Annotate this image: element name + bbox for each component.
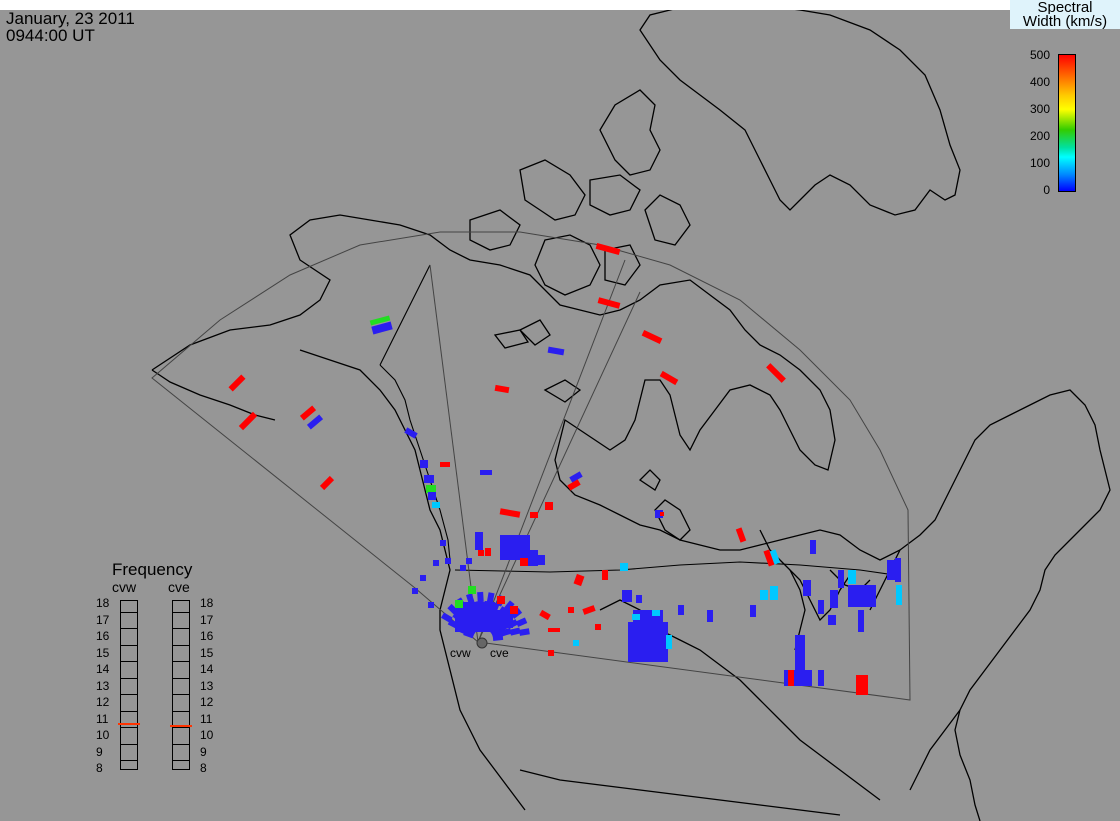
frequency-grid-line [120, 628, 138, 629]
frequency-scale-left: 14 [96, 662, 110, 676]
colorbar-tick: 100 [1029, 156, 1050, 170]
frequency-grid-line [172, 710, 190, 712]
frequency-cvw-box [120, 600, 138, 770]
date-label: January, 23 2011 [6, 9, 135, 28]
frequency-grid-line [120, 694, 138, 695]
radar-site [476, 637, 488, 649]
frequency-scale-left: 8 [96, 761, 103, 775]
frequency-scale-left: 13 [96, 678, 110, 693]
frequency-grid-line [172, 611, 190, 613]
colorbar-tick: 0 [1043, 183, 1050, 197]
frequency-scale-left: 12 [96, 695, 110, 709]
frequency-scale-right: 11 [200, 711, 213, 726]
frequency-grid-line [120, 710, 138, 712]
frequency-scale-right: 14 [200, 662, 214, 676]
frequency-cve-label: cve [168, 579, 190, 595]
colorbar-tick: 400 [1029, 75, 1050, 89]
frequency-scale-left: 9 [96, 744, 103, 759]
frequency-cvw-marker [118, 723, 140, 726]
radar-west-label: cvw [450, 646, 471, 660]
time-label: 0944:00 UT [6, 26, 95, 45]
frequency-grid-line [172, 644, 190, 646]
frequency-grid-line [120, 743, 138, 745]
map-svg [151, 10, 1111, 821]
frequency-grid-line [172, 760, 190, 761]
frequency-grid-line [120, 661, 138, 662]
frequency-grid-line [120, 760, 138, 761]
frequency-grid-line [120, 727, 138, 728]
colorbar-tick: 300 [1029, 102, 1050, 116]
frequency-scale-right: 16 [200, 629, 214, 643]
frequency-scale-left: 11 [96, 711, 109, 726]
frequency-grid-line [172, 661, 190, 662]
borders [379, 264, 896, 576]
echo-layer [228, 242, 902, 695]
colorbar-title-line1: Spectral [1010, 0, 1120, 15]
frequency-scale-right: 17 [200, 612, 214, 627]
frequency-scale-left: 15 [96, 645, 110, 660]
colorbar-tick: 500 [1029, 48, 1050, 62]
colorbar-title-line2: Width (km/s) [1010, 14, 1120, 29]
fov-outline [151, 231, 911, 701]
frequency-scale-right: 10 [200, 728, 214, 742]
frequency-scale-right: 15 [200, 645, 214, 660]
frequency-scale-right: 18 [200, 596, 214, 610]
frequency-grid-line [120, 611, 138, 613]
frequency-cve-marker [170, 725, 192, 728]
frequency-grid-line [172, 694, 190, 695]
colorbar [1058, 54, 1076, 192]
frequency-grid-line [120, 677, 138, 679]
frequency-cve-box [172, 600, 190, 770]
frequency-scale-left: 16 [96, 629, 110, 643]
frequency-scale-right: 8 [200, 761, 207, 775]
frequency-scale-right: 13 [200, 678, 214, 693]
frequency-grid-line [172, 677, 190, 679]
frequency-scale-left: 10 [96, 728, 110, 742]
frequency-grid-line [172, 628, 190, 629]
frequency-title: Frequency [112, 560, 193, 579]
frequency-grid-line [172, 743, 190, 745]
frequency-grid-line [172, 727, 190, 728]
frequency-grid-line [120, 644, 138, 646]
coastlines [151, 10, 1111, 821]
frequency-cvw-label: cvw [112, 579, 137, 595]
map-canvas [0, 10, 1120, 821]
frequency-scale-right: 9 [200, 744, 207, 759]
frequency-scale-left: 17 [96, 612, 110, 627]
frequency-scale-right: 12 [200, 695, 214, 709]
colorbar-tick: 200 [1029, 129, 1050, 143]
frequency-scale-left: 18 [96, 596, 110, 610]
radar-east-label: cve [490, 646, 509, 660]
